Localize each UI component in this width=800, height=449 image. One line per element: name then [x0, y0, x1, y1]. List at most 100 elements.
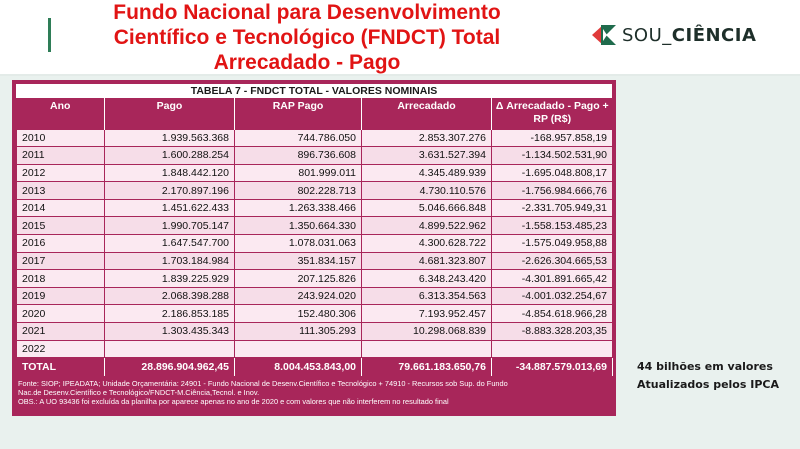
page-title: Fundo Nacional para Desenvolvimento Cien…	[62, 0, 552, 75]
year-cell: 2011	[16, 146, 105, 165]
side-note-line-2: Atualizados pelos IPCA	[637, 378, 779, 391]
side-note-line-1: 44 bilhões em valores	[637, 360, 773, 373]
year-cell: 2015	[16, 216, 105, 236]
logo-text-bold: CIÊNCIA	[671, 24, 757, 46]
table-row: 2013 2.170.897.196 802.228.713 4.730.110.57…	[16, 181, 613, 200]
table-row: 2014 1.451.622.433 1.263.338.466 5.046.666.…	[16, 198, 613, 218]
header-bar	[0, 0, 800, 74]
footnote-line-1: Fonte: SIOP; IPEADATA; Unidade Orçamentá…	[18, 379, 508, 389]
table-row: 2010 1.939.563.368 744.786.050 2.853.307.27…	[16, 128, 613, 148]
table-row: 2020 2.186.853.185 152.480.306 7.193.952.45…	[16, 304, 613, 324]
footnote-line-3: OBS.: A UO 93436 foi excluída da planilh…	[18, 397, 449, 407]
column-header: Pago	[104, 98, 235, 129]
value-cell: -2.331.705.949,31	[491, 198, 613, 218]
value-cell: -1.134.502.531,90	[491, 146, 613, 165]
value-cell: 2.186.853.185	[104, 304, 235, 324]
title-line-1: Fundo Nacional para Desenvolvimento	[113, 1, 501, 24]
value-cell: 4.730.110.576	[361, 181, 492, 200]
value-cell: -1.756.984.666,76	[491, 181, 613, 200]
value-cell: 1.848.442.120	[104, 163, 235, 183]
column-header: Arrecadado	[361, 98, 492, 129]
value-cell: -4.854.618.966,28	[491, 304, 613, 324]
value-cell: 744.786.050	[234, 128, 362, 148]
value-cell: 7.193.952.457	[361, 304, 492, 324]
value-cell	[361, 339, 492, 359]
table-title: TABELA 7 - FNDCT TOTAL - VALORES NOMINAI…	[16, 84, 612, 98]
title-line-2: Científico e Tecnológico (FNDCT) Total	[113, 26, 501, 49]
total-value-cell: 79.661.183.650,76	[361, 357, 492, 378]
table-row: 2022	[16, 339, 613, 359]
value-cell: 1.939.563.368	[104, 128, 235, 148]
value-cell	[104, 339, 235, 359]
value-cell: -168.957.858,19	[491, 128, 613, 148]
value-cell: 896.736.608	[234, 146, 362, 165]
table-row: 2021 1.303.435.343 111.305.293 10.298.068.8…	[16, 322, 613, 341]
year-cell: 2021	[16, 322, 105, 341]
value-cell: 6.313.354.563	[361, 286, 492, 306]
table-row: 2019 2.068.398.288 243.924.020 6.313.354.56…	[16, 286, 613, 306]
value-cell	[234, 339, 362, 359]
title-line-3: Arrecadado - Pago	[213, 51, 401, 74]
value-cell: 2.170.897.196	[104, 181, 235, 200]
value-cell: 351.834.157	[234, 251, 362, 271]
value-cell: 152.480.306	[234, 304, 362, 324]
logo-text-light: SOU_	[622, 24, 672, 46]
value-cell: -4.301.891.665,42	[491, 269, 613, 288]
year-cell: 2014	[16, 198, 105, 218]
table-row: 2018 1.839.225.929 207.125.826 6.348.243.42…	[16, 269, 613, 288]
value-cell: 243.924.020	[234, 286, 362, 306]
year-cell: 2010	[16, 128, 105, 148]
table-row: 2015 1.990.705.147 1.350.664.330 4.899.522.…	[16, 216, 613, 236]
year-cell: 2012	[16, 163, 105, 183]
value-cell: 802.228.713	[234, 181, 362, 200]
value-cell: 111.305.293	[234, 322, 362, 341]
year-cell: 2019	[16, 286, 105, 306]
value-cell: -4.001.032.254,67	[491, 286, 613, 306]
value-cell: 1.303.435.343	[104, 322, 235, 341]
value-cell: 4.899.522.962	[361, 216, 492, 236]
side-note: 44 bilhões em valores Atualizados pelos …	[637, 358, 779, 394]
value-cell: 1.647.547.700	[104, 234, 235, 253]
year-cell: 2017	[16, 251, 105, 271]
value-cell: 1.600.288.254	[104, 146, 235, 165]
value-cell: 1.451.622.433	[104, 198, 235, 218]
value-cell: 1.263.338.466	[234, 198, 362, 218]
sou-ciencia-logo: SOU_CIÊNCIA	[592, 22, 756, 48]
column-header: Δ Arrecadado - Pago + RP (R$)	[491, 98, 613, 129]
value-cell: -1.695.048.808,17	[491, 163, 613, 183]
value-cell: 4.345.489.939	[361, 163, 492, 183]
header-divider	[0, 74, 800, 76]
value-cell: 1.350.664.330	[234, 216, 362, 236]
logo-wordmark: SOU_CIÊNCIA	[622, 25, 756, 46]
value-cell: 1.839.225.929	[104, 269, 235, 288]
column-header: Ano	[16, 98, 105, 129]
value-cell: 4.681.323.807	[361, 251, 492, 271]
table-row: 2017 1.703.184.984 351.834.157 4.681.323.80…	[16, 251, 613, 271]
table-row: 2011 1.600.288.254 896.736.608 3.631.527.39…	[16, 146, 613, 165]
table-body: 2010 1.939.563.368 744.786.050 2.853.307.27…	[16, 128, 613, 378]
table-panel: TABELA 7 - FNDCT TOTAL - VALORES NOMINAI…	[12, 80, 616, 416]
footnote-line-2: Nac.de Desenv.Científico e Tecnológico/F…	[18, 388, 260, 398]
total-value-cell: 8.004.453.843,00	[234, 357, 362, 378]
value-cell: 10.298.068.839	[361, 322, 492, 341]
value-cell: 207.125.826	[234, 269, 362, 288]
value-cell: 5.046.666.848	[361, 198, 492, 218]
year-cell: 2020	[16, 304, 105, 324]
total-value-cell: -34.887.579.013,69	[491, 357, 613, 378]
table-row: 2016 1.647.547.700 1.078.031.063 4.300.628.…	[16, 234, 613, 253]
table-row: 2012 1.848.442.120 801.999.011 4.345.489.93…	[16, 163, 613, 183]
logo-mark-icon	[592, 25, 616, 45]
value-cell: -2.626.304.665,53	[491, 251, 613, 271]
value-cell: 1.703.184.984	[104, 251, 235, 271]
column-header: RAP Pago	[234, 98, 362, 129]
year-cell: 2013	[16, 181, 105, 200]
value-cell: 4.300.628.722	[361, 234, 492, 253]
value-cell: 3.631.527.394	[361, 146, 492, 165]
total-row: TOTAL 28.896.904.962,45 8.004.453.843,00 79…	[16, 357, 613, 378]
value-cell: 1.990.705.147	[104, 216, 235, 236]
year-cell: 2018	[16, 269, 105, 288]
value-cell: 6.348.243.420	[361, 269, 492, 288]
fndct-table: Ano Pago RAP Pago Arrecadado Δ Arrecadado - …	[16, 98, 613, 378]
value-cell: -1.558.153.485,23	[491, 216, 613, 236]
title-accent-bar	[48, 18, 51, 52]
